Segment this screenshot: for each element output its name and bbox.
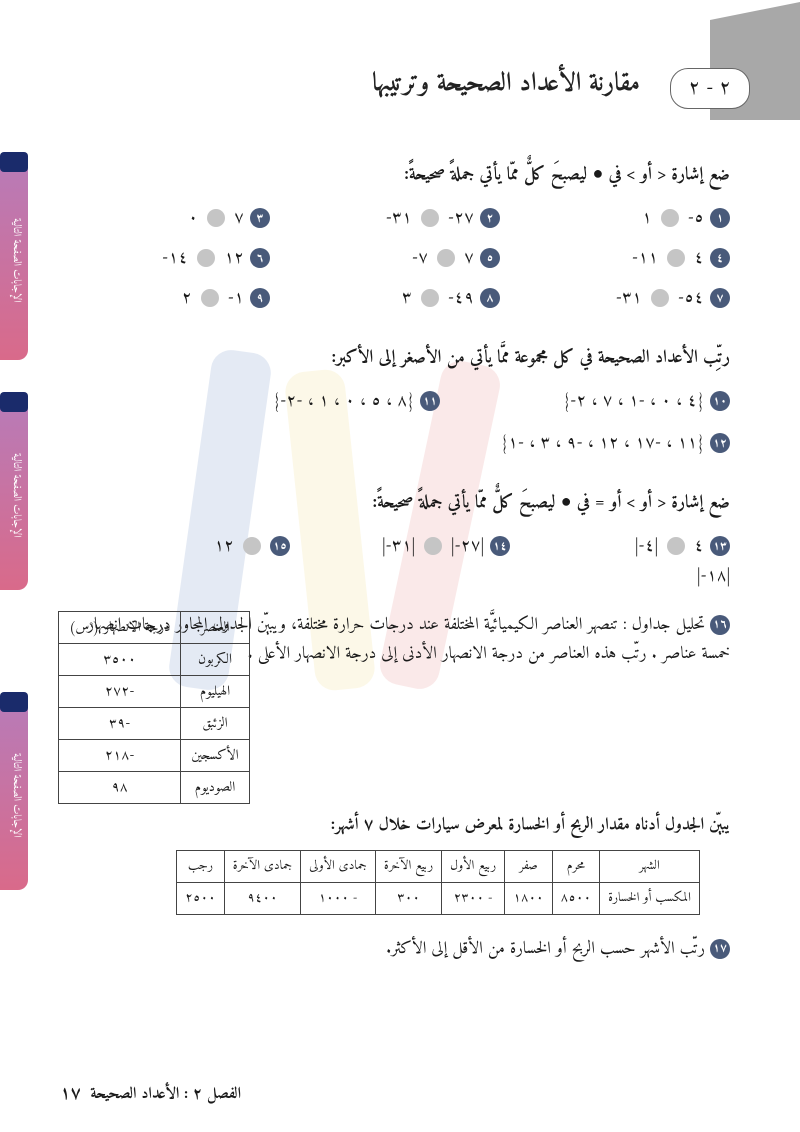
table-row: الهيليوم-٢٧٢	[59, 676, 250, 708]
q13: |-٤|٤١٣	[560, 531, 730, 561]
q12: {١١ ، -١٧ ، ١٢ ، -٩ ، ٣ ، -١}١٢	[380, 428, 730, 458]
table-row: الزئبق-٣٩	[59, 708, 250, 740]
q7: -٣١-٥٤٧	[560, 283, 730, 313]
q2: -٣١-٢٧٢	[330, 203, 500, 233]
table-row: الأكسجين-٢١٨	[59, 740, 250, 772]
link-icon	[0, 692, 28, 712]
elements-table: العنصردرجة الانصهار (°س) الكربون٣٥٠٠ اله…	[58, 611, 250, 804]
q6: -١٤١٢٦	[100, 243, 270, 273]
q15: ١٢١٥	[120, 531, 290, 561]
instruction-3: ضع إشارة < أو > أو = في ● ليصبحَ كلٌّ مم…	[60, 488, 730, 519]
page-title: مقارنة الأعداد الصحيحة وترتيبها	[372, 62, 640, 107]
q4: -١١٤٤	[560, 243, 730, 273]
q17: ١٧ رتّب الأشهر حسب الربح أو الخسارة من ا…	[60, 935, 730, 964]
q11: {-٨ ، ٥ ، ٠ ، ١ ، -٢}١١	[190, 386, 440, 416]
table2-intro: يبيّن الجدول أدناه مقدار الربح أو الخسار…	[60, 811, 730, 840]
table-row: الصوديوم٩٨	[59, 772, 250, 804]
months-table: الشهر محرمصفرربيع الأول ربيع الآخرةجمادى…	[176, 850, 700, 915]
q1: ١-٥١	[560, 203, 730, 233]
q13b: |-١٨|	[560, 561, 730, 591]
question-grid-1: ١-٥١ -٣١-٢٧٢ ٠٧٣ -١١٤٤ -٧٧٥ -١٤١٢٦ -٣١-٥…	[60, 203, 730, 313]
table-row: الكربون٣٥٠٠	[59, 644, 250, 676]
q10: {-٤ ، ٠ ، -١ ، ٧ ، ٢}١٠	[480, 386, 730, 416]
answers-tab-1[interactable]: الإجابات الصفحة التالية	[0, 160, 28, 360]
q9: ٢-١٩	[100, 283, 270, 313]
q5: -٧٧٥	[330, 243, 500, 273]
q14: |-٣١||-٢٧|١٤	[340, 531, 510, 561]
link-icon	[0, 152, 28, 172]
answers-tab-2[interactable]: الإجابات الصفحة التالية	[0, 400, 28, 590]
link-icon	[0, 392, 28, 412]
instruction-1: ضع إشارة < أو > في ● ليصبحَ كلٌّ ممّا يأ…	[60, 160, 730, 191]
q3: ٠٧٣	[100, 203, 270, 233]
section-badge: ٢ - ٢	[670, 68, 750, 109]
instruction-2: رتِّب الأعداد الصحيحة في كل مجموعة ممَّا…	[60, 343, 730, 374]
answers-tab-3[interactable]: الإجابات الصفحة التالية	[0, 700, 28, 890]
q8: ٣-٤٩٨	[330, 283, 500, 313]
footer: الفصل ٢ : الأعداد الصحيحة ١٧	[60, 1079, 241, 1110]
